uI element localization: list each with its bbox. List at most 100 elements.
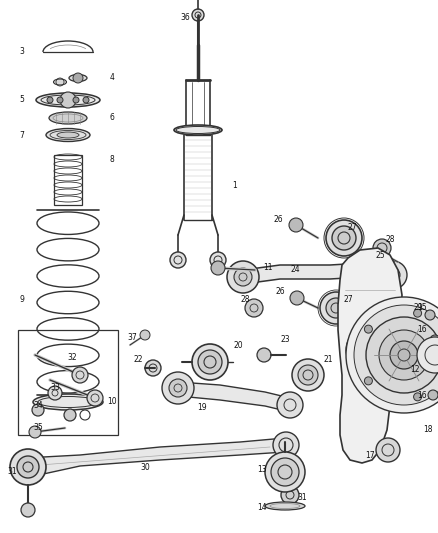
Circle shape [73, 97, 79, 103]
Text: 20: 20 [233, 341, 243, 350]
Circle shape [273, 432, 299, 458]
Circle shape [227, 261, 259, 293]
Text: 21: 21 [323, 356, 333, 365]
Circle shape [83, 97, 89, 103]
Polygon shape [178, 382, 290, 412]
Circle shape [10, 449, 46, 485]
Text: 16: 16 [417, 326, 427, 335]
Polygon shape [338, 248, 402, 463]
Circle shape [60, 92, 76, 108]
Circle shape [64, 409, 76, 421]
Circle shape [364, 325, 372, 333]
Circle shape [428, 390, 438, 400]
Text: 22: 22 [133, 356, 143, 365]
Circle shape [257, 348, 271, 362]
Circle shape [332, 226, 356, 250]
Ellipse shape [174, 125, 222, 135]
Circle shape [346, 297, 438, 413]
Ellipse shape [57, 132, 79, 138]
Circle shape [57, 97, 63, 103]
Circle shape [72, 367, 88, 383]
Circle shape [356, 338, 380, 362]
Circle shape [413, 393, 422, 401]
Circle shape [234, 268, 252, 286]
Text: 32: 32 [67, 353, 77, 362]
Circle shape [399, 302, 415, 318]
Ellipse shape [46, 128, 90, 141]
Circle shape [298, 365, 318, 385]
Circle shape [289, 218, 303, 232]
Text: 36: 36 [180, 13, 190, 22]
Text: 13: 13 [257, 465, 267, 474]
Text: 34: 34 [33, 400, 43, 409]
Bar [54, 155, 82, 205]
Text: 28: 28 [385, 236, 395, 245]
Circle shape [376, 438, 400, 462]
Text: 26: 26 [275, 287, 285, 296]
Text: 1: 1 [233, 181, 237, 190]
Circle shape [417, 337, 438, 373]
Text: 27: 27 [343, 295, 353, 304]
Circle shape [32, 404, 44, 416]
Circle shape [140, 330, 150, 340]
Circle shape [47, 97, 53, 103]
Ellipse shape [265, 502, 305, 510]
Circle shape [320, 292, 352, 324]
Circle shape [17, 456, 39, 478]
Circle shape [373, 239, 391, 257]
Text: 30: 30 [140, 464, 150, 472]
Text: 27: 27 [347, 223, 357, 232]
Text: 16: 16 [417, 391, 427, 400]
Text: 33: 33 [50, 383, 60, 392]
Text: 35: 35 [33, 424, 43, 432]
Circle shape [390, 341, 418, 369]
Text: 7: 7 [20, 131, 25, 140]
Ellipse shape [33, 394, 103, 410]
Text: 3: 3 [20, 47, 25, 56]
Circle shape [192, 344, 228, 380]
Circle shape [271, 458, 299, 486]
Text: 29: 29 [413, 303, 423, 312]
Ellipse shape [36, 93, 100, 107]
Text: 17: 17 [365, 450, 375, 459]
Circle shape [145, 360, 161, 376]
Text: 31: 31 [7, 467, 17, 477]
Text: 10: 10 [107, 398, 117, 407]
Text: 9: 9 [20, 295, 25, 304]
Text: 5: 5 [20, 95, 25, 104]
Circle shape [364, 377, 372, 385]
Text: 23: 23 [280, 335, 290, 344]
Circle shape [73, 73, 83, 83]
Circle shape [210, 252, 226, 268]
Circle shape [48, 386, 62, 400]
Circle shape [366, 317, 438, 393]
Circle shape [265, 452, 305, 492]
Circle shape [281, 486, 299, 504]
Circle shape [379, 261, 407, 289]
Circle shape [430, 335, 438, 345]
Text: 12: 12 [410, 366, 420, 375]
Circle shape [170, 252, 186, 268]
Text: 31: 31 [297, 494, 307, 503]
Ellipse shape [49, 112, 87, 124]
Polygon shape [25, 438, 285, 478]
Circle shape [326, 220, 362, 256]
Circle shape [379, 330, 429, 380]
Text: 8: 8 [110, 156, 114, 165]
Circle shape [198, 350, 222, 374]
Text: 15: 15 [417, 303, 427, 312]
Circle shape [192, 9, 204, 21]
Polygon shape [243, 262, 393, 284]
Text: 4: 4 [110, 74, 114, 83]
Text: 18: 18 [423, 425, 433, 434]
Ellipse shape [69, 75, 87, 82]
Circle shape [413, 309, 422, 317]
Text: 14: 14 [257, 504, 267, 513]
Circle shape [29, 426, 41, 438]
Bar [18, 330, 118, 435]
Ellipse shape [53, 79, 67, 85]
Circle shape [354, 305, 438, 405]
Text: 6: 6 [110, 114, 114, 123]
Circle shape [277, 392, 303, 418]
Circle shape [211, 261, 225, 275]
